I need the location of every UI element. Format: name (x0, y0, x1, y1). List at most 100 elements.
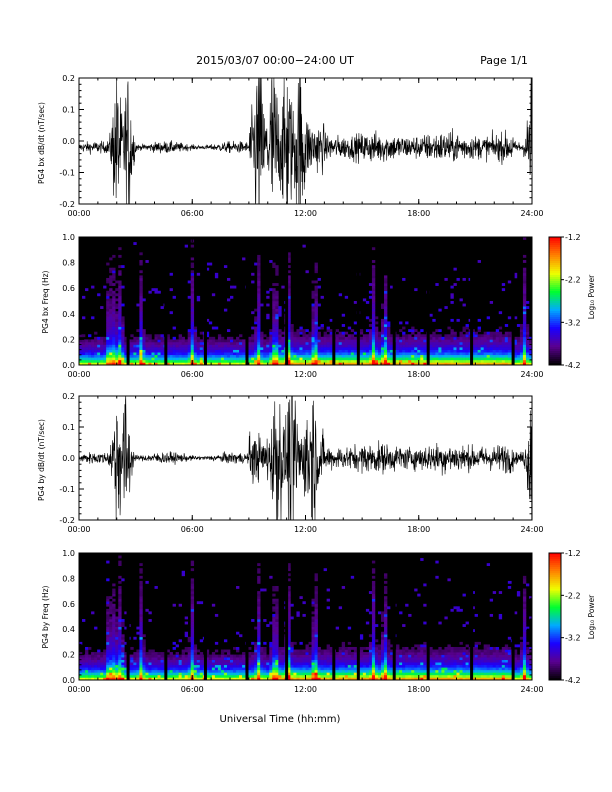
colorbar-swatch (549, 558, 561, 562)
colorbar-swatch (549, 309, 561, 312)
colorbar-swatch (549, 273, 561, 276)
colorbar-swatch (549, 261, 561, 264)
colorbar-swatch (549, 245, 561, 248)
x-tick-label: 00:00 (67, 525, 90, 534)
colorbar-swatch (549, 247, 561, 250)
colorbar-swatch (549, 281, 561, 284)
colorbar-swatch (549, 556, 561, 560)
y-tick-label: 0.2 (62, 335, 75, 344)
colorbar-swatch (549, 670, 561, 673)
colorbar-swatch (549, 582, 561, 586)
colorbar-swatch (549, 584, 561, 588)
colorbar-swatch (549, 586, 561, 590)
data-gap-stripe (164, 245, 168, 365)
x-tick-label: 12:00 (294, 370, 317, 379)
colorbar-swatch (549, 351, 561, 354)
ylabel-by-spectrogram: PG4 by Freq (Hz) (41, 585, 50, 648)
colorbar-swatch (549, 337, 561, 340)
y-tick-label: 0.1 (62, 423, 75, 432)
colorbar-swatch (549, 616, 561, 619)
colorbar-tick-label: -3.2 (565, 634, 581, 643)
colorbar-swatch (549, 648, 561, 651)
y-tick-label: 0.2 (62, 651, 75, 660)
colorbar-swatch (549, 325, 561, 328)
colorbar-swatch (549, 642, 561, 645)
y-tick-label: 1.0 (62, 233, 75, 242)
data-gap-stripe (332, 561, 336, 680)
colorbar-top-label: Log₁₀ Power (587, 274, 596, 319)
colorbar-swatch (549, 347, 561, 350)
colorbar-swatch (549, 263, 561, 266)
x-tick-label: 24:00 (520, 370, 543, 379)
colorbar-swatch (549, 624, 561, 627)
data-gap-stripe (126, 561, 130, 680)
colorbar-swatch (549, 349, 561, 352)
colorbar-swatch (549, 640, 561, 643)
colorbar-top: Log₁₀ Power -1.2 -2.2 -3.2 -4.2 (548, 233, 596, 370)
colorbar-swatch (549, 668, 561, 671)
y-tick-label: 0.6 (62, 284, 75, 293)
colorbar-swatch (549, 676, 561, 679)
waveform-trace (78, 77, 533, 205)
y-tick-label: 0.6 (62, 600, 75, 609)
colorbar-tick-label: -4.2 (565, 676, 581, 685)
colorbar-swatch (549, 311, 561, 314)
ylabel-by-waveform: PG4 by dB/dt (nT/sec) (37, 419, 46, 501)
colorbar-bottom-label: Log₁₀ Power (587, 594, 596, 639)
colorbar-swatch (549, 594, 561, 598)
x-axis-title: Universal Time (hh:mm) (220, 714, 341, 725)
colorbar-swatch (549, 255, 561, 258)
y-tick-label: 0.2 (62, 392, 75, 401)
y-tick-label: 0.8 (62, 574, 75, 583)
figure-title: 2015/03/07 00:00−24:00 UT (196, 54, 354, 67)
colorbar-swatch (549, 327, 561, 330)
colorbar-swatch (549, 269, 561, 272)
colorbar-swatch (549, 277, 561, 280)
colorbar-swatch (549, 672, 561, 675)
colorbar-swatch (549, 267, 561, 270)
colorbar-swatch (549, 275, 561, 278)
colorbar-swatch (549, 634, 561, 637)
data-gap-stripe (164, 561, 168, 680)
colorbar-swatch (549, 662, 561, 665)
y-tick-label: 0.8 (62, 259, 75, 268)
colorbar-swatch (549, 259, 561, 262)
data-gap-stripe (245, 245, 249, 365)
x-tick-label: 18:00 (407, 370, 430, 379)
colorbar-swatch (549, 628, 561, 631)
data-gap-stripe (245, 561, 249, 680)
x-tick-label: 00:00 (67, 685, 90, 694)
colorbar-swatch (549, 317, 561, 320)
waveform-trace (78, 395, 533, 521)
panel-by-spectrogram: PG4 by Freq (Hz) 00:00 06:00 12:00 18:00 24:… (41, 549, 544, 694)
colorbar-swatch (549, 646, 561, 649)
data-gap-stripe (426, 561, 430, 680)
y-tick-label: 0.1 (62, 106, 75, 115)
colorbar-swatch (549, 345, 561, 348)
colorbar-swatch (549, 329, 561, 332)
data-gap-stripe (285, 561, 289, 680)
y-tick-label: 0.0 (62, 137, 75, 146)
colorbar-swatch (549, 283, 561, 286)
colorbar-swatch (549, 323, 561, 326)
y-tick-label: -0.2 (59, 200, 75, 209)
colorbar-tick-label: -4.2 (565, 361, 581, 370)
y-tick-label: 0.0 (62, 676, 75, 685)
colorbar-swatch (549, 678, 561, 681)
colorbar-swatch (549, 654, 561, 657)
colorbar-tick-label: -2.2 (565, 276, 581, 285)
ylabel-bx-spectrogram: PG4 bx Freq (Hz) (41, 270, 50, 333)
colorbar-swatch (549, 562, 561, 566)
colorbar-swatch (549, 355, 561, 358)
colorbar-frame (548, 552, 562, 681)
colorbar-swatch (549, 257, 561, 260)
x-tick-label: 18:00 (407, 525, 430, 534)
colorbar-swatch (549, 636, 561, 639)
x-tick-label: 12:00 (294, 685, 317, 694)
colorbar-swatch (549, 305, 561, 308)
data-gap-stripe (356, 561, 360, 680)
colorbar-swatch (549, 604, 561, 607)
colorbar-swatch (549, 353, 561, 356)
data-gap-stripe (470, 561, 474, 680)
